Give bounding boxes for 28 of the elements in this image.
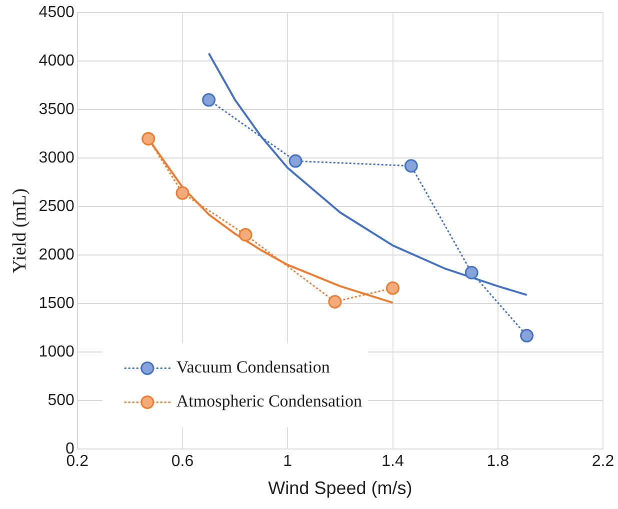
point — [238, 228, 252, 242]
y-tick-label: 4000 — [38, 52, 74, 70]
x-axis-title: Wind Speed (m/s) — [268, 478, 412, 498]
y-tick-label: 1000 — [38, 344, 74, 361]
y-tick-label: 500 — [48, 392, 74, 410]
legend-label: Vacuum Condensation — [176, 358, 330, 377]
y-tick-label: 1500 — [38, 295, 74, 312]
point — [464, 266, 478, 280]
point — [520, 328, 534, 342]
point — [176, 186, 190, 200]
point — [404, 159, 418, 173]
x-tick-label: 2.2 — [592, 453, 614, 470]
point — [202, 93, 216, 107]
x-tick-label: 1 — [283, 453, 292, 470]
x-tick-label: 1.4 — [382, 453, 404, 470]
legend-label: Atmospheric Condensation — [176, 392, 362, 411]
y-tick-label: 4500 — [38, 4, 74, 22]
point — [328, 294, 342, 308]
point — [288, 154, 302, 168]
y-tick-label: 2500 — [38, 198, 74, 216]
point — [386, 281, 400, 295]
y-tick-label: 3500 — [38, 101, 74, 118]
point — [142, 132, 156, 146]
y-tick-label: 3000 — [38, 150, 74, 167]
y-axis-title: Yield (mL) — [9, 188, 30, 274]
x-tick-label: 1.8 — [486, 453, 510, 470]
y-tick-label: 2000 — [38, 246, 74, 264]
x-tick-label: 0.6 — [171, 453, 194, 470]
